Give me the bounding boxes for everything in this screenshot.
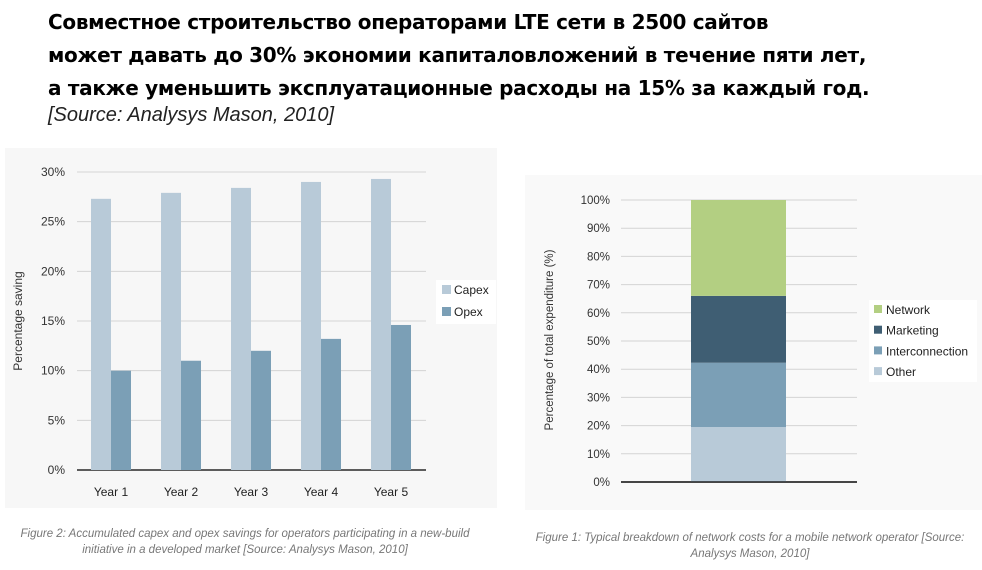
y-tick-label: 70% bbox=[587, 280, 610, 292]
y-tick-label: 5% bbox=[48, 413, 66, 427]
y-tick-label: 0% bbox=[48, 463, 66, 477]
bar-capex bbox=[161, 192, 181, 471]
y-tick-label: 30% bbox=[587, 392, 610, 404]
y-tick-label: 50% bbox=[587, 336, 610, 348]
stacked-segment-marketing bbox=[691, 295, 786, 363]
y-tick-label: 40% bbox=[587, 364, 610, 376]
y-axis-label: Percentage of total expenditure (%) bbox=[544, 249, 556, 430]
y-tick-label: 80% bbox=[587, 251, 610, 263]
y-tick-label: 100% bbox=[581, 195, 610, 207]
legend-swatch bbox=[874, 305, 882, 313]
y-axis-label: Percentage saving bbox=[11, 271, 25, 370]
x-tick-label: Year 4 bbox=[304, 485, 339, 499]
bar-capex bbox=[301, 181, 321, 470]
legend-swatch bbox=[874, 346, 882, 355]
x-tick-label: Year 3 bbox=[234, 485, 269, 499]
figure-2-caption: Figure 2: Accumulated capex and opex sav… bbox=[20, 528, 470, 556]
legend-swatch bbox=[442, 285, 451, 294]
headline-line-2: может давать до 30% экономии капиталовло… bbox=[48, 43, 867, 67]
x-tick-label: Year 2 bbox=[164, 485, 199, 499]
legend-label: Marketing bbox=[886, 324, 939, 338]
legend-label: Other bbox=[886, 365, 916, 379]
legend-label: Network bbox=[886, 303, 931, 317]
headline-line-3: а также уменьшить эксплуатационные расхо… bbox=[48, 76, 870, 100]
legend bbox=[869, 300, 977, 382]
y-tick-label: 20% bbox=[587, 421, 610, 433]
y-tick-label: 25% bbox=[41, 215, 65, 229]
legend-label: Opex bbox=[454, 305, 483, 319]
y-tick-label: 20% bbox=[41, 264, 65, 278]
y-tick-label: 90% bbox=[587, 223, 610, 235]
figure-1-caption: Figure 1: Typical breakdown of network c… bbox=[535, 532, 965, 560]
legend-label: Interconnection bbox=[886, 344, 968, 358]
y-tick-label: 15% bbox=[41, 314, 65, 328]
stacked-segment-network bbox=[691, 200, 786, 296]
bar-opex bbox=[181, 360, 201, 470]
bar-capex bbox=[91, 198, 111, 470]
y-tick-label: 10% bbox=[41, 364, 65, 378]
y-tick-label: 30% bbox=[41, 165, 65, 179]
y-tick-label: 0% bbox=[593, 477, 610, 489]
bar-opex bbox=[111, 370, 131, 470]
y-tick-label: 10% bbox=[587, 449, 610, 461]
y-tick-label: 60% bbox=[587, 308, 610, 320]
bar-opex bbox=[321, 338, 341, 470]
bar-capex bbox=[371, 178, 391, 470]
x-tick-label: Year 1 bbox=[94, 485, 129, 499]
stacked-segment-other bbox=[691, 427, 786, 482]
bar-opex bbox=[251, 350, 271, 470]
bar-opex bbox=[391, 324, 411, 470]
x-tick-label: Year 5 bbox=[374, 485, 409, 499]
legend-swatch bbox=[874, 367, 882, 376]
headline-source: [Source: Analysys Mason, 2010] bbox=[48, 104, 335, 126]
legend-swatch bbox=[442, 307, 451, 316]
stacked-segment-interconnection bbox=[691, 362, 786, 428]
headline-line-1: Совместное строительство операторами LTE… bbox=[48, 10, 769, 34]
bar-capex bbox=[231, 187, 251, 471]
legend-swatch bbox=[874, 325, 882, 334]
legend-label: Capex bbox=[454, 283, 489, 297]
